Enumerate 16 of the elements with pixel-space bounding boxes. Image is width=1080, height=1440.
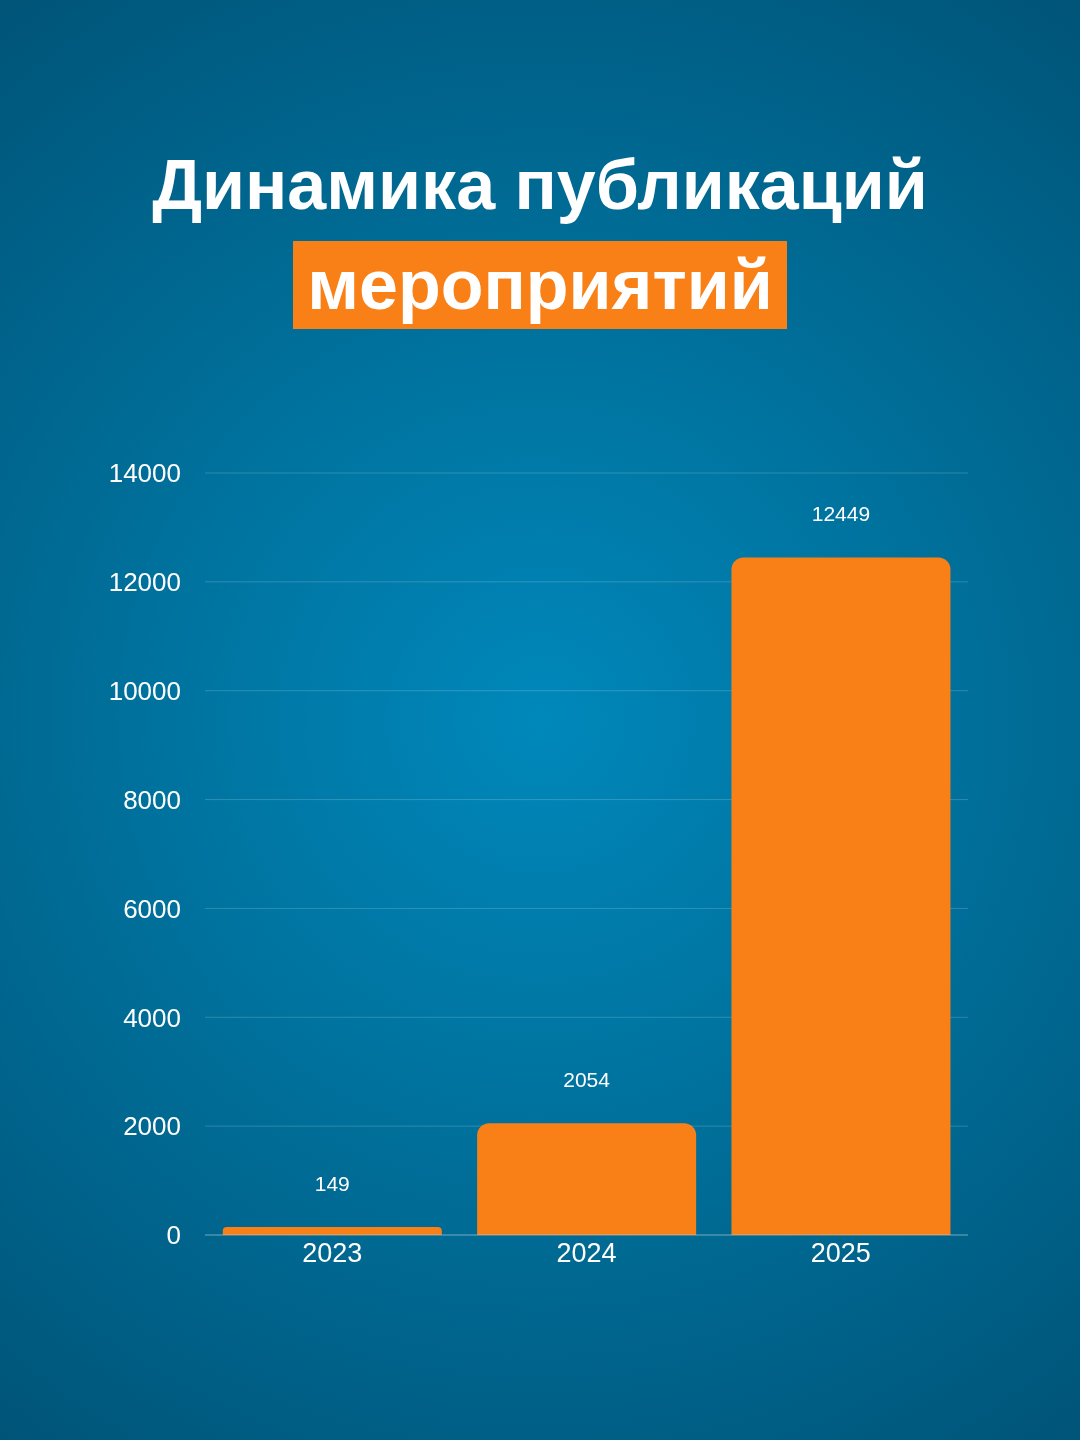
x-tick-label: 2025 xyxy=(810,1238,871,1269)
chart-subtitle: мероприятий xyxy=(293,241,787,329)
y-tick-label: 8000 xyxy=(123,784,181,815)
x-tick-label: 2023 xyxy=(302,1238,363,1269)
y-tick-label: 2000 xyxy=(123,1111,181,1142)
y-tick-label: 14000 xyxy=(108,458,181,489)
y-tick-label: 12000 xyxy=(108,567,181,598)
chart-title: Динамика публикаций xyxy=(151,145,929,226)
data-label: 149 xyxy=(314,1171,350,1195)
y-tick-label: 0 xyxy=(166,1220,181,1251)
y-tick-label: 4000 xyxy=(123,1002,181,1033)
data-label: 12449 xyxy=(811,502,871,526)
y-tick-label: 6000 xyxy=(123,893,181,924)
data-label: 2054 xyxy=(563,1068,611,1092)
x-tick-label: 2024 xyxy=(556,1238,617,1269)
y-tick-label: 10000 xyxy=(108,675,181,706)
